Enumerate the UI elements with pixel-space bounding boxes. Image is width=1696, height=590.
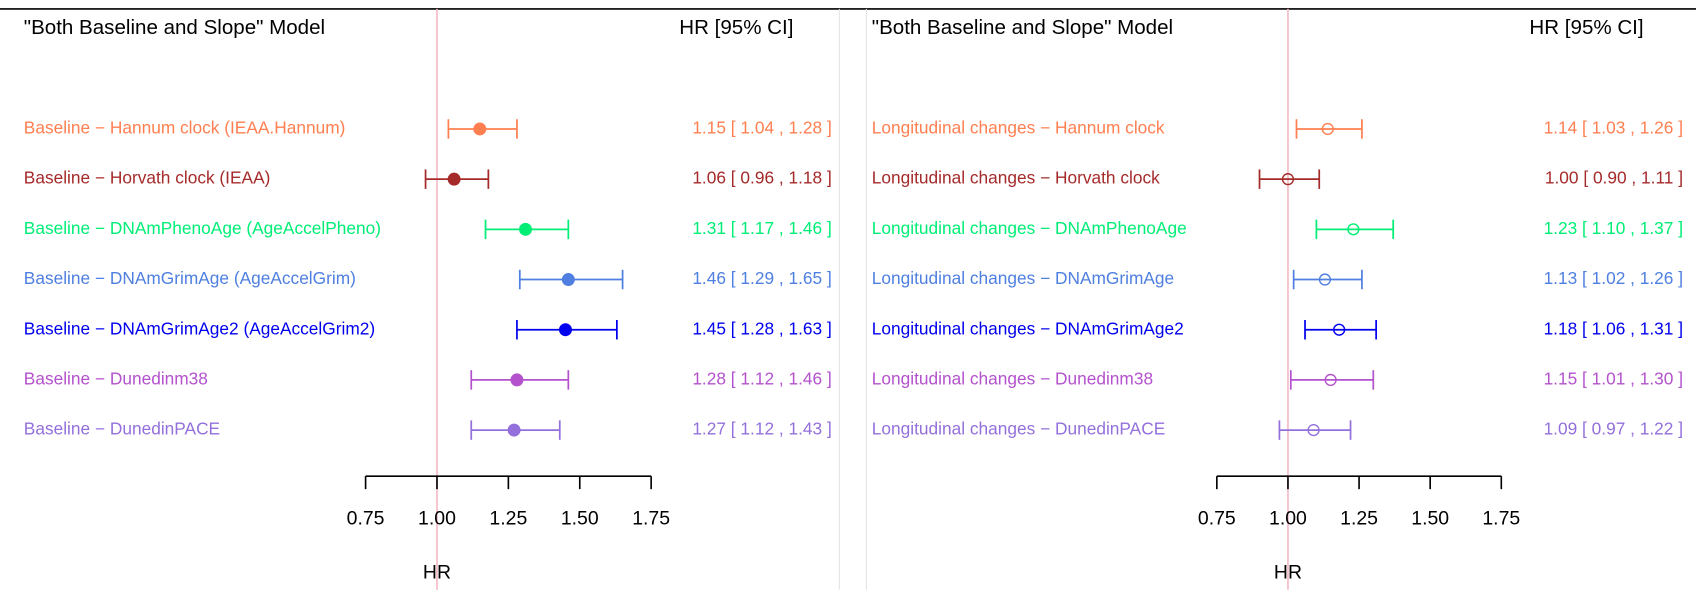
point-estimate [1321,122,1334,136]
row-label: Longitudinal changes − DNAmGrimAge [872,268,1174,288]
ci-label: 1.31 [ 1.17 , 1.46 ] [692,218,831,238]
ci-label: 1.15 [ 1.04 , 1.28 ] [692,118,831,138]
ci-label: 1.46 [ 1.29 , 1.65 ] [692,268,831,288]
row-label: Baseline − DunedinPACE [24,419,220,439]
ci-label: 1.06 [ 0.96 , 1.18 ] [692,168,831,188]
row-label: Longitudinal changes − Hannum clock [872,118,1165,138]
panel-title: "Both Baseline and Slope" Model [872,16,1173,39]
ci-header: HR [95% CI] [679,16,793,39]
x-tick-label: 1.75 [632,508,670,530]
point-estimate [510,373,524,387]
row-label: Longitudinal changes − DNAmPhenoAge [872,218,1187,238]
row-label: Baseline − DNAmPhenoAge (AgeAccelPheno) [24,218,381,238]
point-estimate [447,172,461,186]
row-label: Baseline − Hannum clock (IEAA.Hannum) [24,118,346,138]
row-label: Longitudinal changes − Horvath clock [872,168,1160,188]
x-tick-label: 1.75 [1482,508,1520,530]
ci-label: 1.09 [ 0.97 , 1.22 ] [1544,419,1683,439]
row-label: Baseline − Dunedinm38 [24,368,208,388]
point-estimate [558,323,572,337]
row-label: Longitudinal changes − DunedinPACE [872,419,1165,439]
ci-label: 1.00 [ 0.90 , 1.11 ] [1545,168,1683,188]
point-estimate [519,222,532,236]
point-estimate [561,273,575,287]
row-label: Baseline − DNAmGrimAge (AgeAccelGrim) [24,268,356,288]
point-estimate [1281,173,1295,186]
row-label: Longitudinal changes − DNAmGrimAge2 [872,318,1184,338]
x-axis-label: HR [423,562,451,584]
ci-label: 1.28 [ 1.12 , 1.46 ] [692,368,831,388]
point-estimate [507,423,521,437]
ci-label: 1.15 [ 1.01 , 1.30 ] [1544,368,1683,388]
row-label: Longitudinal changes − Dunedinm38 [872,368,1153,388]
ci-label: 1.18 [ 1.06 , 1.31 ] [1544,318,1683,338]
panel-title: "Both Baseline and Slope" Model [24,16,325,39]
point-estimate [1318,273,1332,286]
point-estimate [1333,323,1346,336]
point-estimate [1307,423,1320,437]
ci-label: 1.27 [ 1.12 , 1.43 ] [692,419,831,439]
x-tick-label: 1.50 [561,508,599,530]
x-tick-label: 1.25 [489,508,527,530]
point-estimate [1347,223,1360,236]
x-tick-label: 1.50 [1411,508,1449,530]
ci-label: 1.45 [ 1.28 , 1.63 ] [692,318,831,338]
ci-label: 1.23 [ 1.10 , 1.37 ] [1544,218,1683,238]
point-estimate [473,122,487,136]
row-label: Baseline − DNAmGrimAge2 (AgeAccelGrim2) [24,318,375,338]
ci-header: HR [95% CI] [1529,16,1643,39]
x-tick-label: 0.75 [347,508,385,530]
x-tick-label: 0.75 [1198,508,1236,530]
point-estimate [1324,373,1337,387]
ci-label: 1.14 [ 1.03 , 1.26 ] [1544,118,1683,138]
x-axis-label: HR [1274,562,1302,584]
x-tick-label: 1.00 [418,508,456,530]
row-label: Baseline − Horvath clock (IEAA) [24,168,271,188]
ci-label: 1.13 [ 1.02 , 1.26 ] [1544,268,1683,288]
x-tick-label: 1.00 [1269,508,1307,530]
x-tick-label: 1.25 [1340,508,1378,530]
